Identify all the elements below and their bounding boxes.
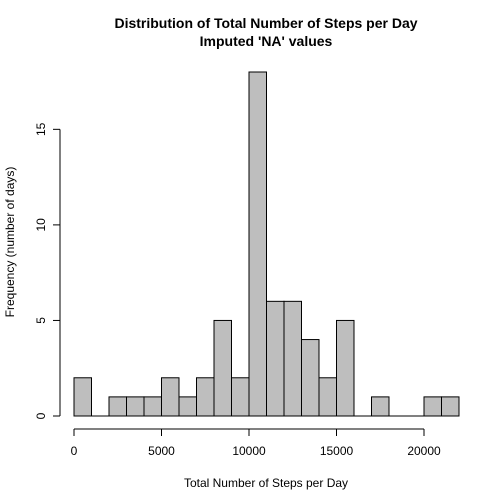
x-tick-label: 20000 (407, 444, 441, 458)
x-tick-label: 10000 (232, 444, 266, 458)
x-tick-label: 15000 (320, 444, 354, 458)
histogram-bar (318, 377, 337, 417)
histogram-bar (231, 377, 250, 417)
histogram-bar (196, 377, 215, 417)
y-tick-label: 0 (34, 412, 48, 419)
histogram-bar (371, 396, 390, 417)
y-axis-label: Frequency (number of days) (3, 167, 17, 318)
histogram-bar (178, 396, 197, 417)
x-axis-label: Total Number of Steps per Day (184, 476, 348, 490)
histogram-bar (73, 377, 92, 417)
bars-group (73, 71, 460, 417)
y-axis: 0 5 10 15 (34, 122, 61, 419)
x-tick-label: 5000 (148, 444, 175, 458)
chart-subtitle: Imputed 'NA' values (200, 33, 333, 49)
histogram-bar (301, 339, 320, 417)
x-axis: 0 5000 10000 15000 20000 (71, 428, 441, 458)
histogram-bar (336, 319, 355, 417)
y-tick-label: 10 (34, 218, 48, 232)
histogram-bar (143, 396, 162, 417)
histogram-bar (423, 396, 442, 417)
histogram-bar (266, 300, 285, 417)
histogram-bar (248, 71, 267, 417)
histogram-bar (108, 396, 127, 417)
histogram-bar (126, 396, 145, 417)
histogram-bar (213, 319, 232, 417)
histogram-bar (283, 300, 302, 417)
y-tick-label: 5 (34, 317, 48, 324)
histogram-bar (161, 377, 180, 417)
histogram-bar (441, 396, 460, 417)
x-tick-label: 0 (71, 444, 78, 458)
chart-title: Distribution of Total Number of Steps pe… (114, 15, 417, 31)
y-tick-label: 15 (34, 122, 48, 136)
